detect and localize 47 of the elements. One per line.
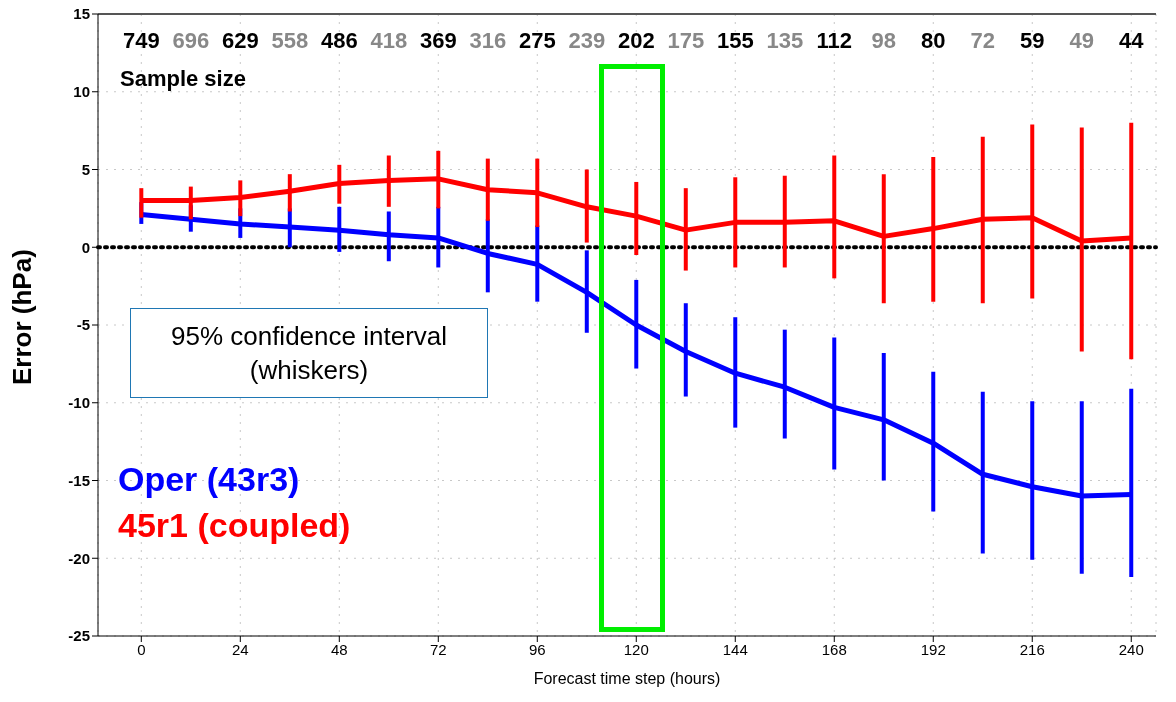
x-tick-label: 24	[231, 640, 249, 658]
y-tick-label: -5	[76, 316, 90, 334]
x-tick-label: 192	[920, 640, 946, 658]
x-tick-label: 120	[623, 640, 649, 658]
annotation: 486	[320, 27, 358, 53]
annotation: 112	[816, 27, 853, 53]
annotation: 316	[469, 27, 507, 53]
y-tick-label: -10	[68, 394, 90, 412]
annotation: 95% confidence interval (whiskers)	[130, 308, 488, 398]
annotation: 155	[716, 27, 754, 53]
x-tick-label: 0	[137, 640, 146, 658]
y-tick-label: -25	[68, 627, 90, 645]
y-tick-label: 5	[81, 160, 90, 178]
x-tick-label: 240	[1118, 640, 1144, 658]
annotation: 49	[1069, 27, 1094, 53]
y-tick-label: 10	[73, 83, 90, 101]
annotation: 275	[518, 27, 556, 53]
annotation: 80	[921, 27, 946, 53]
annotation: 369	[419, 27, 457, 53]
annotation: 175	[667, 27, 705, 53]
annotation: 59	[1020, 27, 1045, 53]
annotation: 696	[172, 27, 210, 53]
y-tick-label: 0	[81, 238, 90, 256]
text: 45r1 (coupled)	[118, 505, 352, 546]
annotation: 44	[1119, 27, 1145, 53]
x-tick-label: 144	[722, 640, 748, 658]
y-tick-label: -20	[68, 549, 90, 567]
x-axis-title: Forecast time step (hours)	[533, 670, 721, 687]
x-tick-label: 216	[1019, 640, 1045, 658]
annotation: 202	[617, 27, 655, 53]
x-tick-label: 48	[330, 640, 348, 658]
annotation: 239	[568, 27, 606, 53]
annotation: 629	[221, 27, 259, 53]
x-tick-label: 168	[821, 640, 847, 658]
y-tick-label: 15	[73, 5, 90, 23]
annotation: 72	[970, 27, 995, 53]
annotation: Sample size	[120, 66, 246, 92]
annotation: 418	[370, 27, 408, 53]
y-axis-title: Error (hPa)	[7, 249, 38, 385]
annotation: 98	[871, 27, 897, 53]
text: Oper (43r3)	[118, 459, 301, 500]
annotation: 558	[271, 27, 309, 53]
y-tick-label: -15	[68, 471, 90, 489]
x-tick-label: 96	[528, 640, 546, 658]
annotation: 749	[122, 27, 160, 53]
annotation: 135	[766, 27, 804, 53]
x-tick-label: 72	[429, 640, 447, 658]
